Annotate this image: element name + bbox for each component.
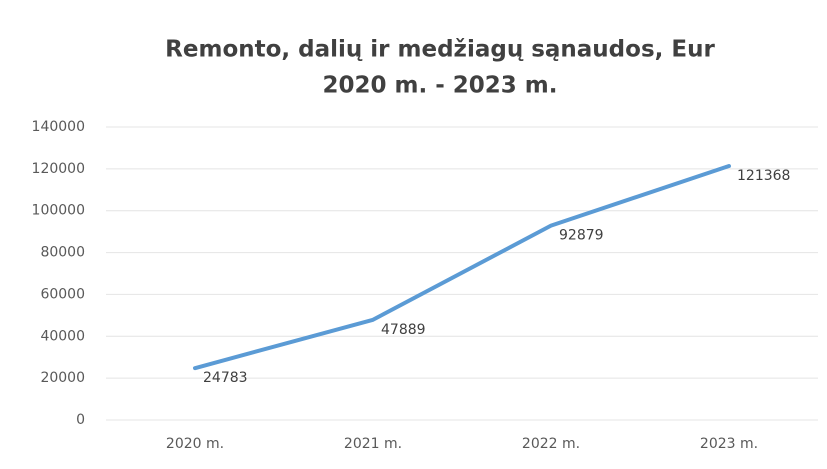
data-line — [193, 163, 731, 371]
y-tick-label: 20000 — [40, 370, 85, 386]
x-tick-label: 2021 m. — [344, 436, 402, 452]
chart-title: Remonto, dalių ir medžiagų sąnaudos, Eur — [165, 37, 715, 63]
data-label: 92879 — [559, 228, 604, 244]
data-label: 24783 — [203, 370, 248, 386]
x-tick-label: 2023 m. — [700, 436, 758, 452]
y-tick-label: 140000 — [32, 119, 85, 135]
y-tick-label: 80000 — [40, 245, 85, 261]
data-label: 47889 — [381, 322, 426, 338]
y-tick-label: 40000 — [40, 328, 85, 344]
y-tick-label: 100000 — [32, 203, 85, 219]
x-tick-label: 2020 m. — [166, 436, 224, 452]
x-tick-label: 2022 m. — [522, 436, 580, 452]
y-tick-label: 60000 — [40, 286, 85, 302]
y-tick-label: 120000 — [32, 161, 85, 177]
y-tick-label: 0 — [76, 412, 85, 428]
chart-title: 2020 m. - 2023 m. — [322, 73, 557, 99]
data-label: 121368 — [737, 168, 790, 184]
